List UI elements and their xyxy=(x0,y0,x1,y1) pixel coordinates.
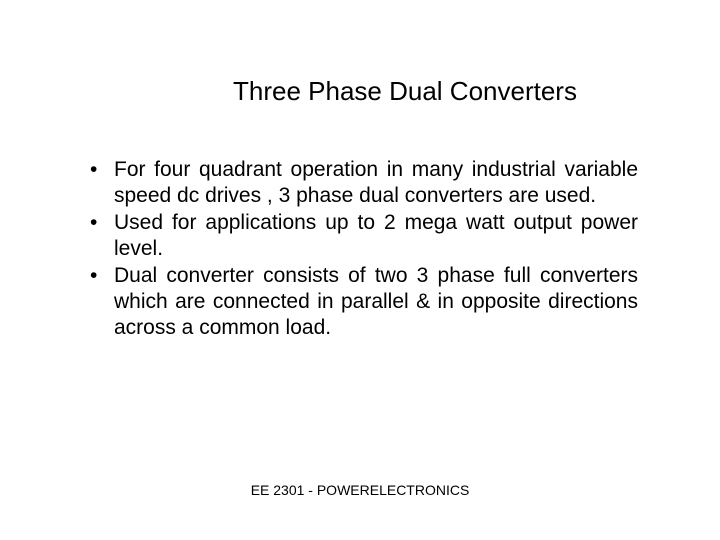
slide-title: Three Phase Dual Converters xyxy=(82,76,638,107)
bullet-list: For four quadrant operation in many indu… xyxy=(82,157,638,340)
list-item: Dual converter consists of two 3 phase f… xyxy=(82,263,638,340)
slide-container: Three Phase Dual Converters For four qua… xyxy=(0,0,720,540)
slide-footer: EE 2301 - POWERELECTRONICS xyxy=(0,482,720,498)
list-item: For four quadrant operation in many indu… xyxy=(82,157,638,208)
list-item: Used for applications up to 2 mega watt … xyxy=(82,210,638,261)
